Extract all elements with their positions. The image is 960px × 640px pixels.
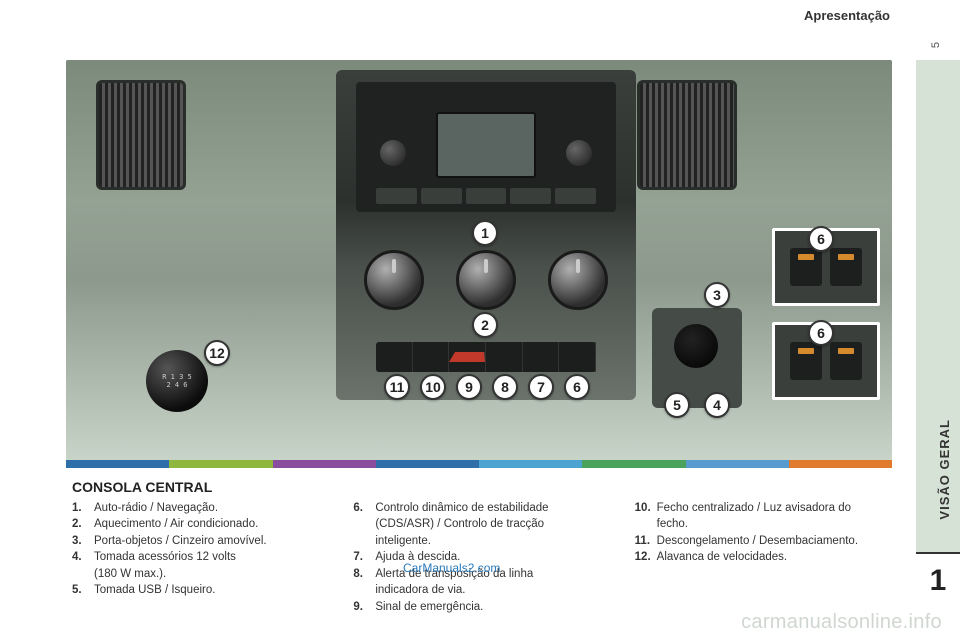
callout-8: 8: [492, 374, 518, 400]
item-desc: Porta-objetos / Cinzeiro amovível.: [94, 534, 267, 550]
callout-9: 9: [456, 374, 482, 400]
watermark-link: CarManuals2.com: [403, 561, 500, 575]
callout-12: 12: [204, 340, 230, 366]
hvac-knob-2: [456, 250, 516, 310]
stripe-seg: [376, 460, 479, 468]
radio-knob-right: [566, 140, 592, 166]
columns: 1.Auto-rádio / Navegação. 2.Aquecimento …: [72, 501, 892, 617]
item-num: 2.: [72, 517, 94, 533]
shifter-top-row: R 1 3 5: [162, 373, 192, 381]
cupholder: [674, 324, 718, 368]
stripe-seg: [479, 460, 582, 468]
item-desc: Alavanca de velocidades.: [657, 550, 787, 566]
stripe-seg: [273, 460, 376, 468]
item-num: 11.: [635, 534, 657, 550]
air-vent-left: [96, 80, 186, 190]
callout-11: 11: [384, 374, 410, 400]
item-desc: Fecho centralizado / Luz avisadora do: [657, 501, 851, 517]
item-num: 3.: [72, 534, 94, 550]
item-desc: fecho.: [657, 517, 688, 533]
color-stripe: [66, 460, 892, 468]
item-desc: (CDS/ASR) / Controlo de tracção: [375, 517, 544, 533]
hazard-icon: [449, 352, 485, 362]
chapter-badge: 1: [916, 552, 960, 608]
item-desc: Controlo dinâmico de estabilidade: [375, 501, 548, 517]
item-desc: Sinal de emergência.: [375, 600, 483, 616]
item-num: 4.: [72, 550, 94, 566]
item-num: 7.: [353, 550, 375, 566]
item-desc: Aquecimento / Air condicionado.: [94, 517, 258, 533]
stripe-seg: [582, 460, 685, 468]
stripe-seg: [169, 460, 272, 468]
inset-switch: [830, 342, 862, 380]
callout-6-inset-top: 6: [808, 226, 834, 252]
item-num: 6.: [353, 501, 375, 517]
radio-knob-left: [380, 140, 406, 166]
item-desc: Tomada acessórios 12 volts: [94, 550, 236, 566]
callout-7: 7: [528, 374, 554, 400]
stripe-seg: [66, 460, 169, 468]
item-num: 9.: [353, 600, 375, 616]
callout-4: 4: [704, 392, 730, 418]
section-title: CONSOLA CENTRAL: [72, 478, 892, 497]
item-num: 12.: [635, 550, 657, 566]
shifter-pattern: R 1 3 5 2 4 6: [162, 373, 192, 389]
callout-6: 6: [564, 374, 590, 400]
watermark-footer: carmanualsonline.info: [741, 611, 942, 634]
cupholder-zone: [652, 308, 742, 408]
item-desc: Tomada USB / Isqueiro.: [94, 583, 215, 599]
item-num: 1.: [72, 501, 94, 517]
column-3: 10.Fecho centralizado / Luz avisadora do…: [635, 501, 892, 617]
lower-button-strip: [376, 342, 596, 372]
item-desc: Auto-rádio / Navegação.: [94, 501, 218, 517]
manual-page: Apresentação 5 VISÃO GERAL 1: [0, 0, 960, 640]
item-num: [635, 517, 657, 533]
central-console-photo: R 1 3 5 2 4 6 1 2 3 4 5 6 7 8 9 10 11 12…: [66, 60, 892, 460]
callout-10: 10: [420, 374, 446, 400]
inset-switch: [790, 248, 822, 286]
stripe-seg: [789, 460, 892, 468]
chapter-number: 1: [930, 564, 947, 598]
item-desc: (180 W max.).: [94, 567, 166, 583]
item-num: [72, 567, 94, 583]
item-desc: inteligente.: [375, 534, 431, 550]
gear-shifter: R 1 3 5 2 4 6: [146, 350, 208, 412]
side-section-label: VISÃO GERAL: [937, 419, 952, 520]
item-desc: Descongelamento / Desembaciamento.: [657, 534, 858, 550]
nav-screen: [436, 112, 536, 178]
shifter-bot-row: 2 4 6: [162, 381, 192, 389]
text-block: CONSOLA CENTRAL 1.Auto-rádio / Navegação…: [72, 478, 892, 617]
callout-2: 2: [472, 312, 498, 338]
inset-switch: [790, 342, 822, 380]
callout-6-inset-bot: 6: [808, 320, 834, 346]
item-num: 10.: [635, 501, 657, 517]
callout-3: 3: [704, 282, 730, 308]
page-header: Apresentação: [804, 8, 890, 23]
hvac-knob-3: [548, 250, 608, 310]
item-num: 8.: [353, 567, 375, 583]
inset-switch: [830, 248, 862, 286]
page-number: 5: [930, 42, 942, 48]
item-num: [353, 534, 375, 550]
column-1: 1.Auto-rádio / Navegação. 2.Aquecimento …: [72, 501, 329, 617]
hvac-knob-row: [364, 240, 608, 320]
callout-1: 1: [472, 220, 498, 246]
item-num: 5.: [72, 583, 94, 599]
radio-button-row: [376, 188, 596, 204]
hvac-knob-1: [364, 250, 424, 310]
item-num: [353, 517, 375, 533]
air-vent-right: [637, 80, 737, 190]
callout-5: 5: [664, 392, 690, 418]
item-desc: indicadora de via.: [375, 583, 465, 599]
radio-nav-unit: [356, 82, 616, 212]
item-num: [353, 583, 375, 599]
column-2: 6.Controlo dinâmico de estabilidade (CDS…: [353, 501, 610, 617]
stripe-seg: [686, 460, 789, 468]
